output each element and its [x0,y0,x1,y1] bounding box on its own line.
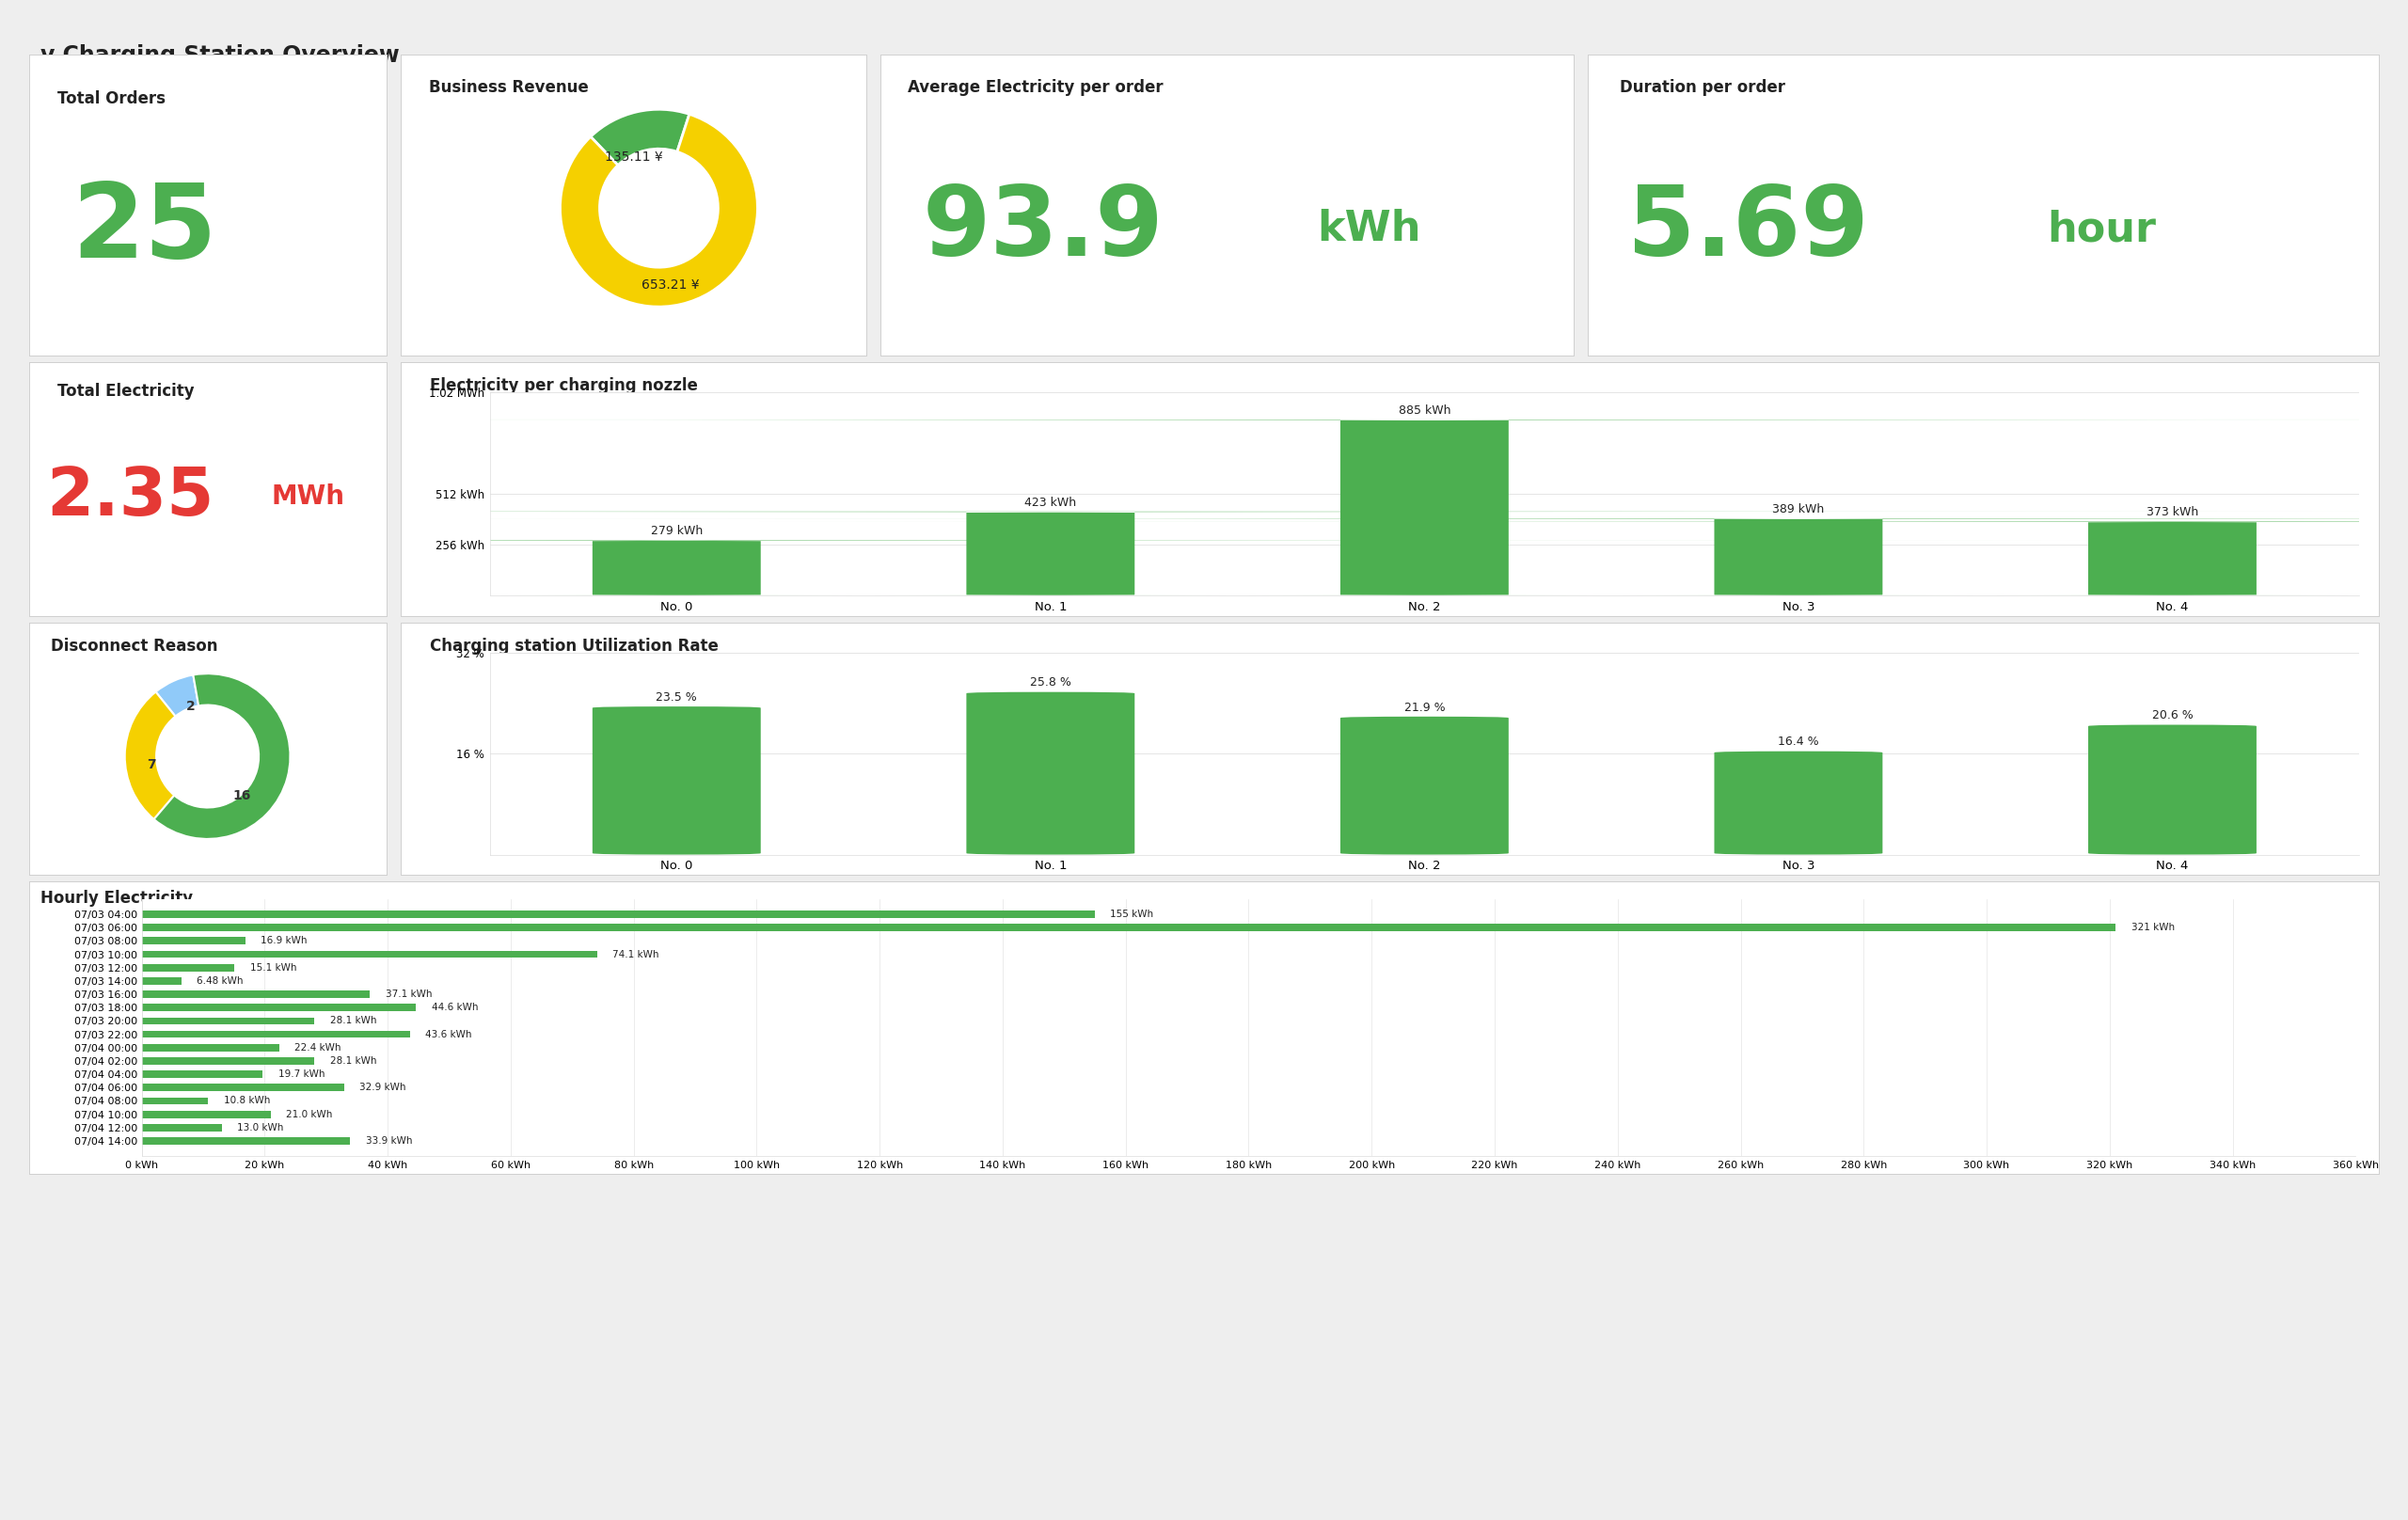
Text: 19.7 kWh: 19.7 kWh [279,1070,325,1079]
Text: 20.6 %: 20.6 % [2153,710,2194,722]
Bar [142,910,1096,918]
FancyBboxPatch shape [0,540,2138,596]
Text: 43.6 kWh: 43.6 kWh [426,1029,472,1040]
Text: 16.4 %: 16.4 % [1777,736,1818,748]
Text: Duration per order: Duration per order [1621,79,1784,96]
Text: Electricity per charging nozzle: Electricity per charging nozzle [431,377,698,394]
Text: 7: 7 [147,758,157,771]
Text: 653.21 ¥: 653.21 ¥ [643,278,701,292]
Text: 2: 2 [185,701,195,713]
Text: 21.0 kWh: 21.0 kWh [287,1110,332,1119]
Text: 135.11 ¥: 135.11 ¥ [604,150,662,163]
Wedge shape [561,114,759,307]
Text: 321 kWh: 321 kWh [2131,923,2174,932]
Text: 37.1 kWh: 37.1 kWh [385,990,431,999]
FancyBboxPatch shape [2088,725,2256,854]
Bar [142,1084,344,1091]
Text: v Charging Station Overview: v Charging Station Overview [41,44,400,67]
Text: 885 kWh: 885 kWh [1399,404,1450,416]
Text: 28.1 kWh: 28.1 kWh [330,1017,376,1026]
Bar [142,1070,262,1078]
Text: kWh: kWh [1317,208,1421,249]
Bar [142,964,234,971]
Text: 6.48 kWh: 6.48 kWh [197,976,243,985]
Text: Average Electricity per order: Average Electricity per order [908,79,1163,96]
FancyBboxPatch shape [713,521,2408,596]
Wedge shape [590,109,689,166]
Text: 13.0 kWh: 13.0 kWh [236,1123,284,1132]
Bar [142,1044,279,1052]
Bar [142,950,597,958]
Bar [142,1058,315,1064]
Text: 5.69: 5.69 [1628,181,1869,277]
Bar [142,938,246,944]
Text: Hourly Electricity: Hourly Electricity [41,891,193,907]
Wedge shape [157,675,197,716]
Text: Charging station Utilization Rate: Charging station Utilization Rate [431,638,720,655]
Text: 2.35: 2.35 [46,464,214,529]
Text: 423 kWh: 423 kWh [1023,496,1076,509]
Text: 373 kWh: 373 kWh [2146,506,2199,518]
Text: 28.1 kWh: 28.1 kWh [330,1056,376,1066]
Text: 155 kWh: 155 kWh [1110,909,1153,920]
Text: 279 kWh: 279 kWh [650,524,703,537]
Wedge shape [125,692,176,819]
FancyBboxPatch shape [0,420,2408,596]
Text: 10.8 kWh: 10.8 kWh [224,1096,270,1105]
Bar [142,924,2117,932]
Text: 25.8 %: 25.8 % [1031,676,1072,689]
FancyBboxPatch shape [592,707,761,854]
FancyBboxPatch shape [966,692,1134,854]
Bar [142,1097,207,1105]
FancyBboxPatch shape [337,518,2408,596]
FancyBboxPatch shape [0,512,2408,596]
Text: hour: hour [2047,208,2155,249]
FancyBboxPatch shape [1341,716,1507,854]
Bar [142,1017,315,1024]
Bar [142,977,181,985]
Bar [142,991,371,999]
Text: Business Revenue: Business Revenue [429,79,588,96]
Text: 16.9 kWh: 16.9 kWh [260,936,308,945]
Text: 44.6 kWh: 44.6 kWh [431,1003,477,1012]
FancyBboxPatch shape [1714,751,1883,854]
Text: 32.9 kWh: 32.9 kWh [359,1082,407,1093]
Bar [142,1031,409,1038]
Text: MWh: MWh [272,483,344,509]
Text: 16: 16 [234,789,250,803]
Wedge shape [154,673,291,839]
Bar [142,1137,349,1145]
Text: 389 kWh: 389 kWh [1772,503,1825,515]
Text: Disconnect Reason: Disconnect Reason [51,638,217,655]
Text: Total Orders: Total Orders [58,91,166,108]
Bar [142,1123,222,1131]
Text: 25: 25 [72,179,217,280]
Bar [142,1003,417,1011]
Text: 74.1 kWh: 74.1 kWh [612,950,660,959]
Text: 22.4 kWh: 22.4 kWh [294,1043,342,1052]
Text: 93.9: 93.9 [922,181,1163,277]
Text: 21.9 %: 21.9 % [1404,701,1445,713]
Text: 33.9 kWh: 33.9 kWh [366,1137,412,1146]
Text: Total Electricity: Total Electricity [58,383,195,400]
Bar [142,1111,270,1117]
Text: 15.1 kWh: 15.1 kWh [250,962,296,973]
Text: 23.5 %: 23.5 % [655,692,698,704]
